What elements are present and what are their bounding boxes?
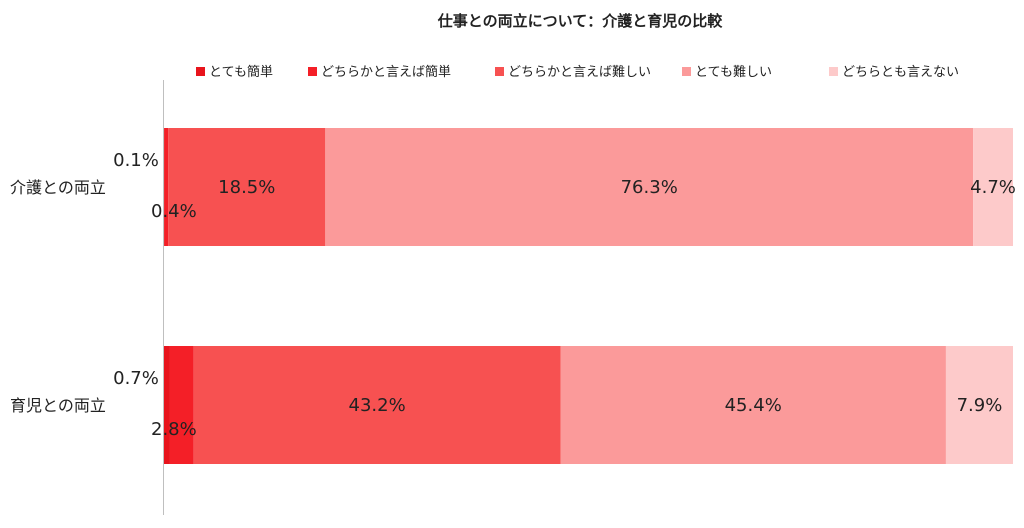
- legend: とても簡単 どちらかと言えば簡単 どちらかと言えば難しい とても難しい どちらとも言えな…: [196, 64, 959, 80]
- category-label: 介護との両立: [10, 178, 106, 197]
- bar-segment: [560, 346, 946, 464]
- bar-segment: [169, 346, 194, 464]
- plot-area: [164, 128, 1013, 464]
- bar-segment: [168, 128, 326, 246]
- bar-segment: [325, 128, 974, 246]
- legend-swatch: [495, 67, 504, 76]
- chart-title: 仕事との両立について：介護と育児の比較: [437, 12, 723, 30]
- data-label: 2.8%: [151, 419, 197, 440]
- legend-swatch: [308, 67, 317, 76]
- bar-segment: [973, 128, 1013, 246]
- data-label: 7.9%: [957, 395, 1003, 416]
- data-label: 18.5%: [218, 177, 275, 198]
- bar-segment: [164, 128, 169, 246]
- data-label: 0.1%: [113, 150, 159, 171]
- bar-segment: [164, 346, 170, 464]
- data-label: 4.7%: [970, 177, 1016, 198]
- category-label: 育児との両立: [10, 396, 106, 415]
- data-label: 0.4%: [151, 201, 197, 222]
- legend-label: とても簡単: [209, 64, 273, 80]
- legend-label: とても難しい: [695, 65, 772, 80]
- data-label: 45.4%: [725, 395, 782, 416]
- bar-segment: [945, 346, 1013, 464]
- data-label: 43.2%: [349, 395, 406, 416]
- legend-label: どちらかと言えば難しい: [508, 65, 651, 80]
- bar-segment: [193, 346, 561, 464]
- legend-swatch: [829, 67, 838, 76]
- legend-label: どちらとも言えない: [842, 65, 959, 80]
- legend-swatch: [196, 67, 205, 76]
- legend-swatch: [682, 67, 691, 76]
- data-labels: 介護との両立 0.1% 0.4% 18.5% 76.3% 4.7% 育児との両立 0.7% 2.…: [10, 150, 1016, 440]
- legend-label: どちらかと言えば簡単: [321, 64, 451, 80]
- data-label: 0.7%: [113, 368, 159, 389]
- data-label: 76.3%: [621, 177, 678, 198]
- bar-segment: [164, 128, 165, 246]
